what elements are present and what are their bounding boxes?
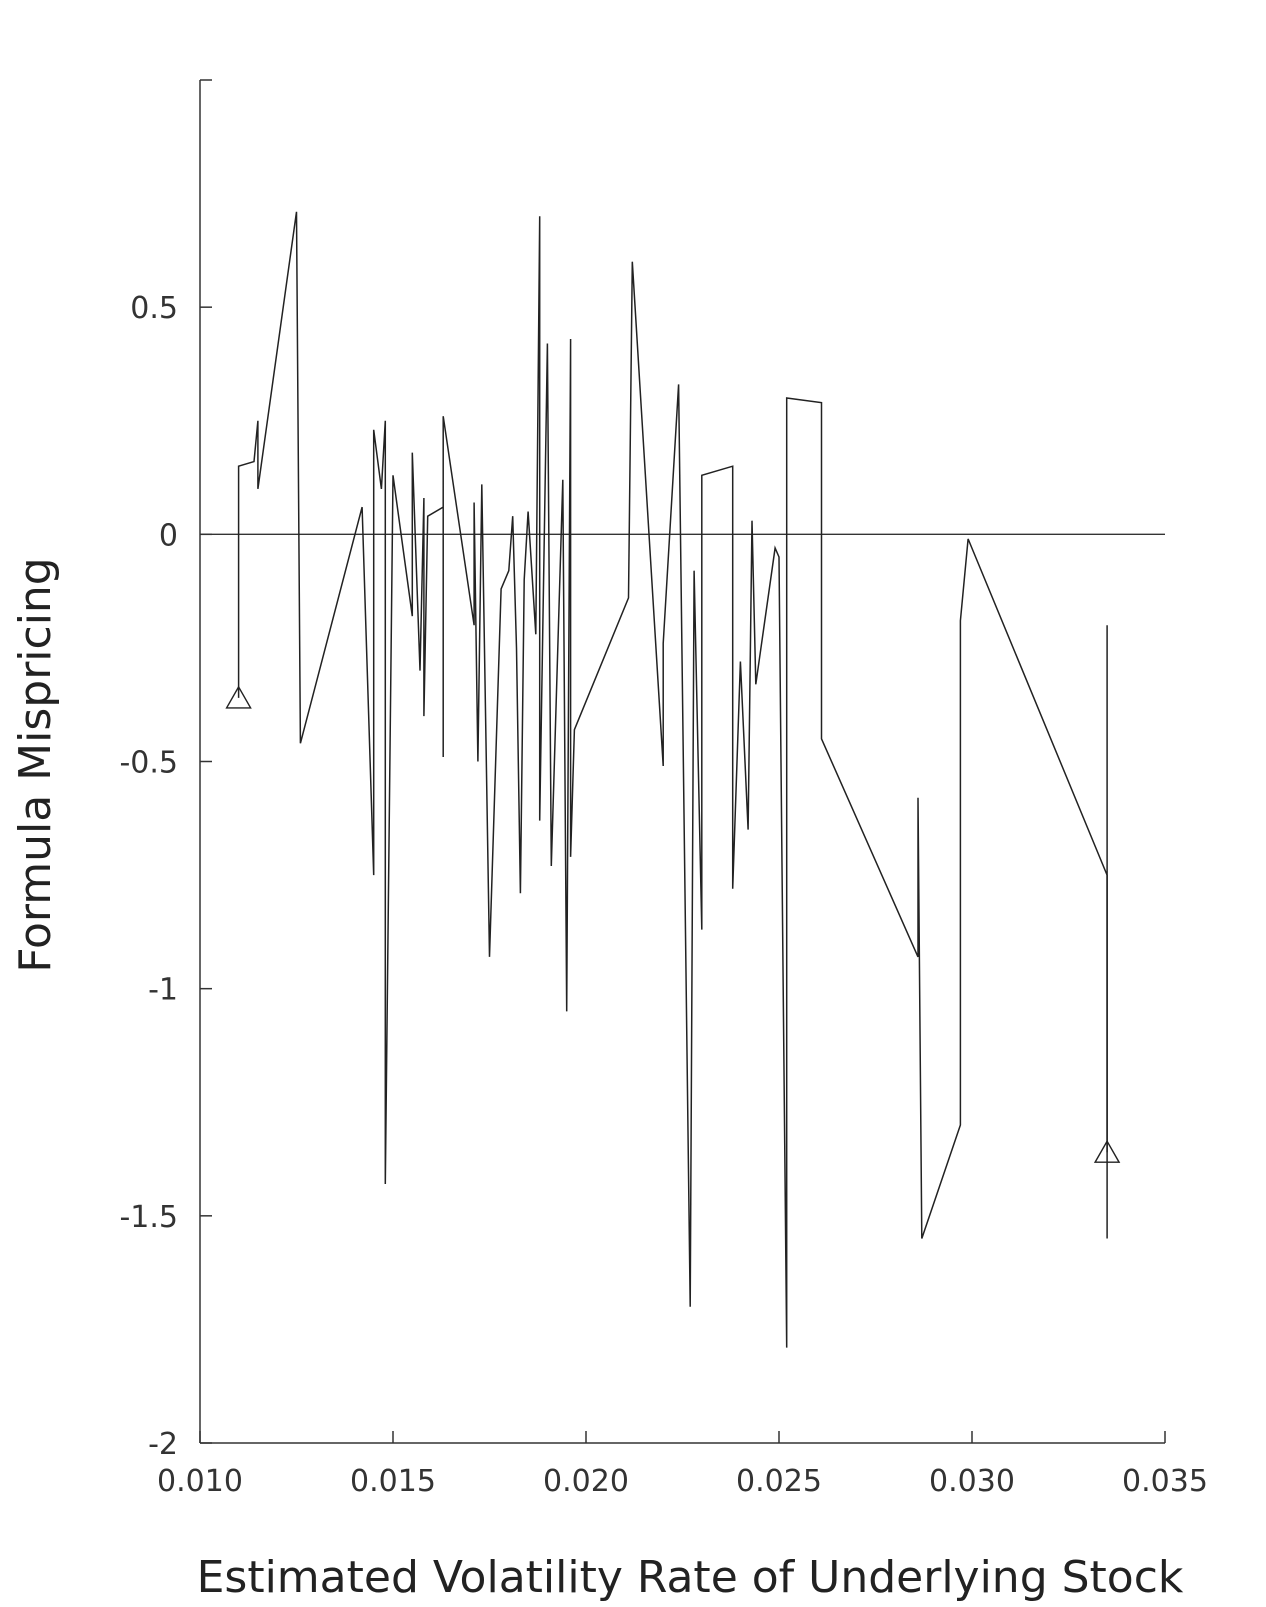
y-tick-label: 0.5 <box>130 291 178 326</box>
x-axis-title: Estimated Volatility Rate of Underlying … <box>197 1552 1184 1603</box>
y-tick-label: -0.5 <box>119 746 178 781</box>
y-axis-title: Formula Mispricing <box>10 557 61 973</box>
start-point-marker <box>225 685 252 709</box>
y-tick-label: -1 <box>148 973 178 1008</box>
y-tick-label: 0 <box>159 518 178 553</box>
x-tick-label: 0.025 <box>736 1464 822 1499</box>
x-tick-label: 0.020 <box>543 1464 629 1499</box>
chart-axes <box>199 79 1166 1444</box>
x-tick-label: 0.015 <box>350 1464 436 1499</box>
y-tick-label: -1.5 <box>119 1200 178 1235</box>
x-tick-label: 0.010 <box>157 1464 243 1499</box>
chart-marks <box>200 211 1165 1348</box>
series-line <box>237 211 1108 1348</box>
x-tick-label: 0.035 <box>1122 1464 1208 1499</box>
chart-labels: 0.5 0 -0.5 -1 -1.5 -20.010 0.015 0.020 0.025 0.03… <box>119 291 1207 1499</box>
x-tick-label: 0.030 <box>929 1464 1015 1499</box>
y-tick-label: -2 <box>148 1427 178 1462</box>
